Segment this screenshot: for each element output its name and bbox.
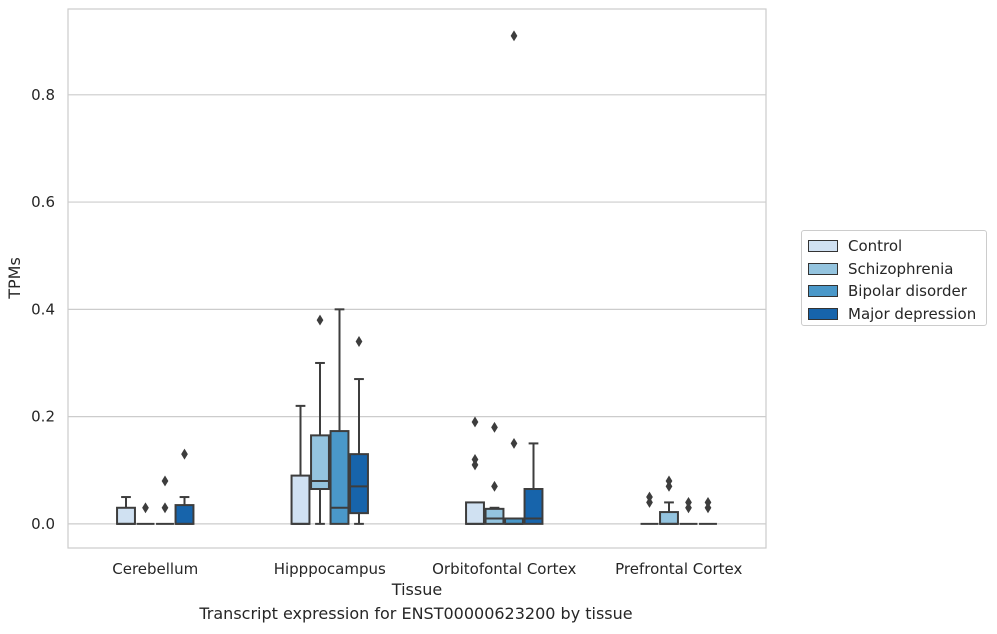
legend-label-bipolar-disorder: Bipolar disorder — [848, 282, 967, 301]
box-body — [659, 511, 679, 525]
legend-item-bipolar-disorder: Bipolar disorder — [808, 280, 980, 303]
box-orbitofontal-cortex-schizophrenia — [484, 421, 505, 525]
y-tick-label: 0.8 — [31, 86, 55, 104]
box-body — [310, 434, 330, 491]
box-prefrontal-cortex-schizophrenia — [659, 475, 679, 525]
boxes-layer — [116, 30, 717, 525]
box-orbitofontal-cortex-control — [465, 416, 485, 525]
outlier-point — [510, 30, 518, 42]
box-prefrontal-cortex-bipolar-disorder — [679, 496, 698, 525]
x-tick-label: Prefrontal Cortex — [615, 560, 742, 578]
box-body — [116, 506, 136, 525]
legend-swatch-schizophrenia — [808, 262, 838, 275]
outlier-point — [471, 454, 479, 465]
outlier-point — [161, 475, 169, 487]
outlier-point — [491, 421, 498, 433]
legend-item-control: Control — [808, 235, 980, 258]
box-prefrontal-cortex-major-depression — [699, 496, 717, 525]
outlier-point — [510, 437, 518, 449]
box-cerebellum-schizophrenia — [136, 502, 155, 525]
x-tick-label: Orbitofontal Cortex — [432, 560, 576, 578]
outlier-point — [142, 502, 149, 514]
outlier-point — [471, 416, 479, 428]
outlier-point — [355, 336, 363, 347]
box-body — [349, 453, 369, 515]
box-cerebellum-bipolar-disorder — [156, 475, 174, 525]
outlier-point — [685, 496, 692, 508]
box-hipppocampus-schizophrenia — [310, 314, 330, 525]
outlier-point — [646, 491, 653, 503]
legend-swatch-major-depression — [808, 307, 838, 320]
y-tick-label: 0.6 — [31, 193, 55, 211]
outlier-point — [181, 448, 188, 460]
box-orbitofontal-cortex-major-depression — [523, 442, 544, 525]
box-body — [174, 504, 195, 525]
y-tick-labels: 0.0 0.2 0.4 0.6 0.8 — [31, 86, 55, 533]
box-body — [465, 501, 485, 525]
grid-lines — [68, 94, 766, 525]
box-cerebellum-major-depression — [174, 448, 195, 525]
outlier-point — [704, 496, 712, 508]
plot-frame — [67, 8, 767, 549]
y-axis-label: TPMs — [5, 257, 24, 300]
outlier-point — [665, 475, 673, 487]
legend-swatch-bipolar-disorder — [808, 285, 838, 298]
box-hipppocampus-major-depression — [349, 336, 369, 525]
x-tick-labels: Cerebellum Hipppocampus Orbitofontal Corte… — [112, 560, 742, 578]
y-tick-label: 0.2 — [31, 408, 55, 426]
outlier-point — [491, 480, 498, 492]
box-orbitofontal-cortex-bipolar-disorder — [504, 30, 524, 525]
legend-label-schizophrenia: Schizophrenia — [848, 259, 954, 278]
legend-item-major-depression: Major depression — [808, 303, 980, 326]
legend-swatch-control — [808, 240, 838, 253]
box-body — [290, 474, 311, 525]
legend-item-schizophrenia: Schizophrenia — [808, 258, 980, 281]
x-tick-label: Hipppocampus — [274, 560, 386, 578]
y-tick-label: 0.0 — [31, 515, 55, 533]
outlier-point — [161, 502, 169, 514]
x-tick-label: Cerebellum — [112, 560, 198, 578]
box-body — [523, 488, 544, 525]
y-tick-label: 0.4 — [31, 300, 55, 318]
legend-label-control: Control — [848, 237, 903, 256]
box-body — [484, 507, 505, 525]
box-hipppocampus-bipolar-disorder — [329, 308, 350, 525]
legend-label-major-depression: Major depression — [848, 304, 977, 323]
chart-caption: Transcript expression for ENST0000062320… — [199, 604, 633, 623]
box-body — [329, 430, 350, 525]
outlier-point — [316, 314, 324, 326]
x-axis-label: Tissue — [391, 580, 442, 599]
box-cerebellum-control — [116, 496, 136, 525]
box-hipppocampus-control — [290, 404, 311, 525]
box-prefrontal-cortex-control — [640, 491, 659, 525]
legend: Control Schizophrenia Bipolar disorder M… — [801, 230, 987, 326]
